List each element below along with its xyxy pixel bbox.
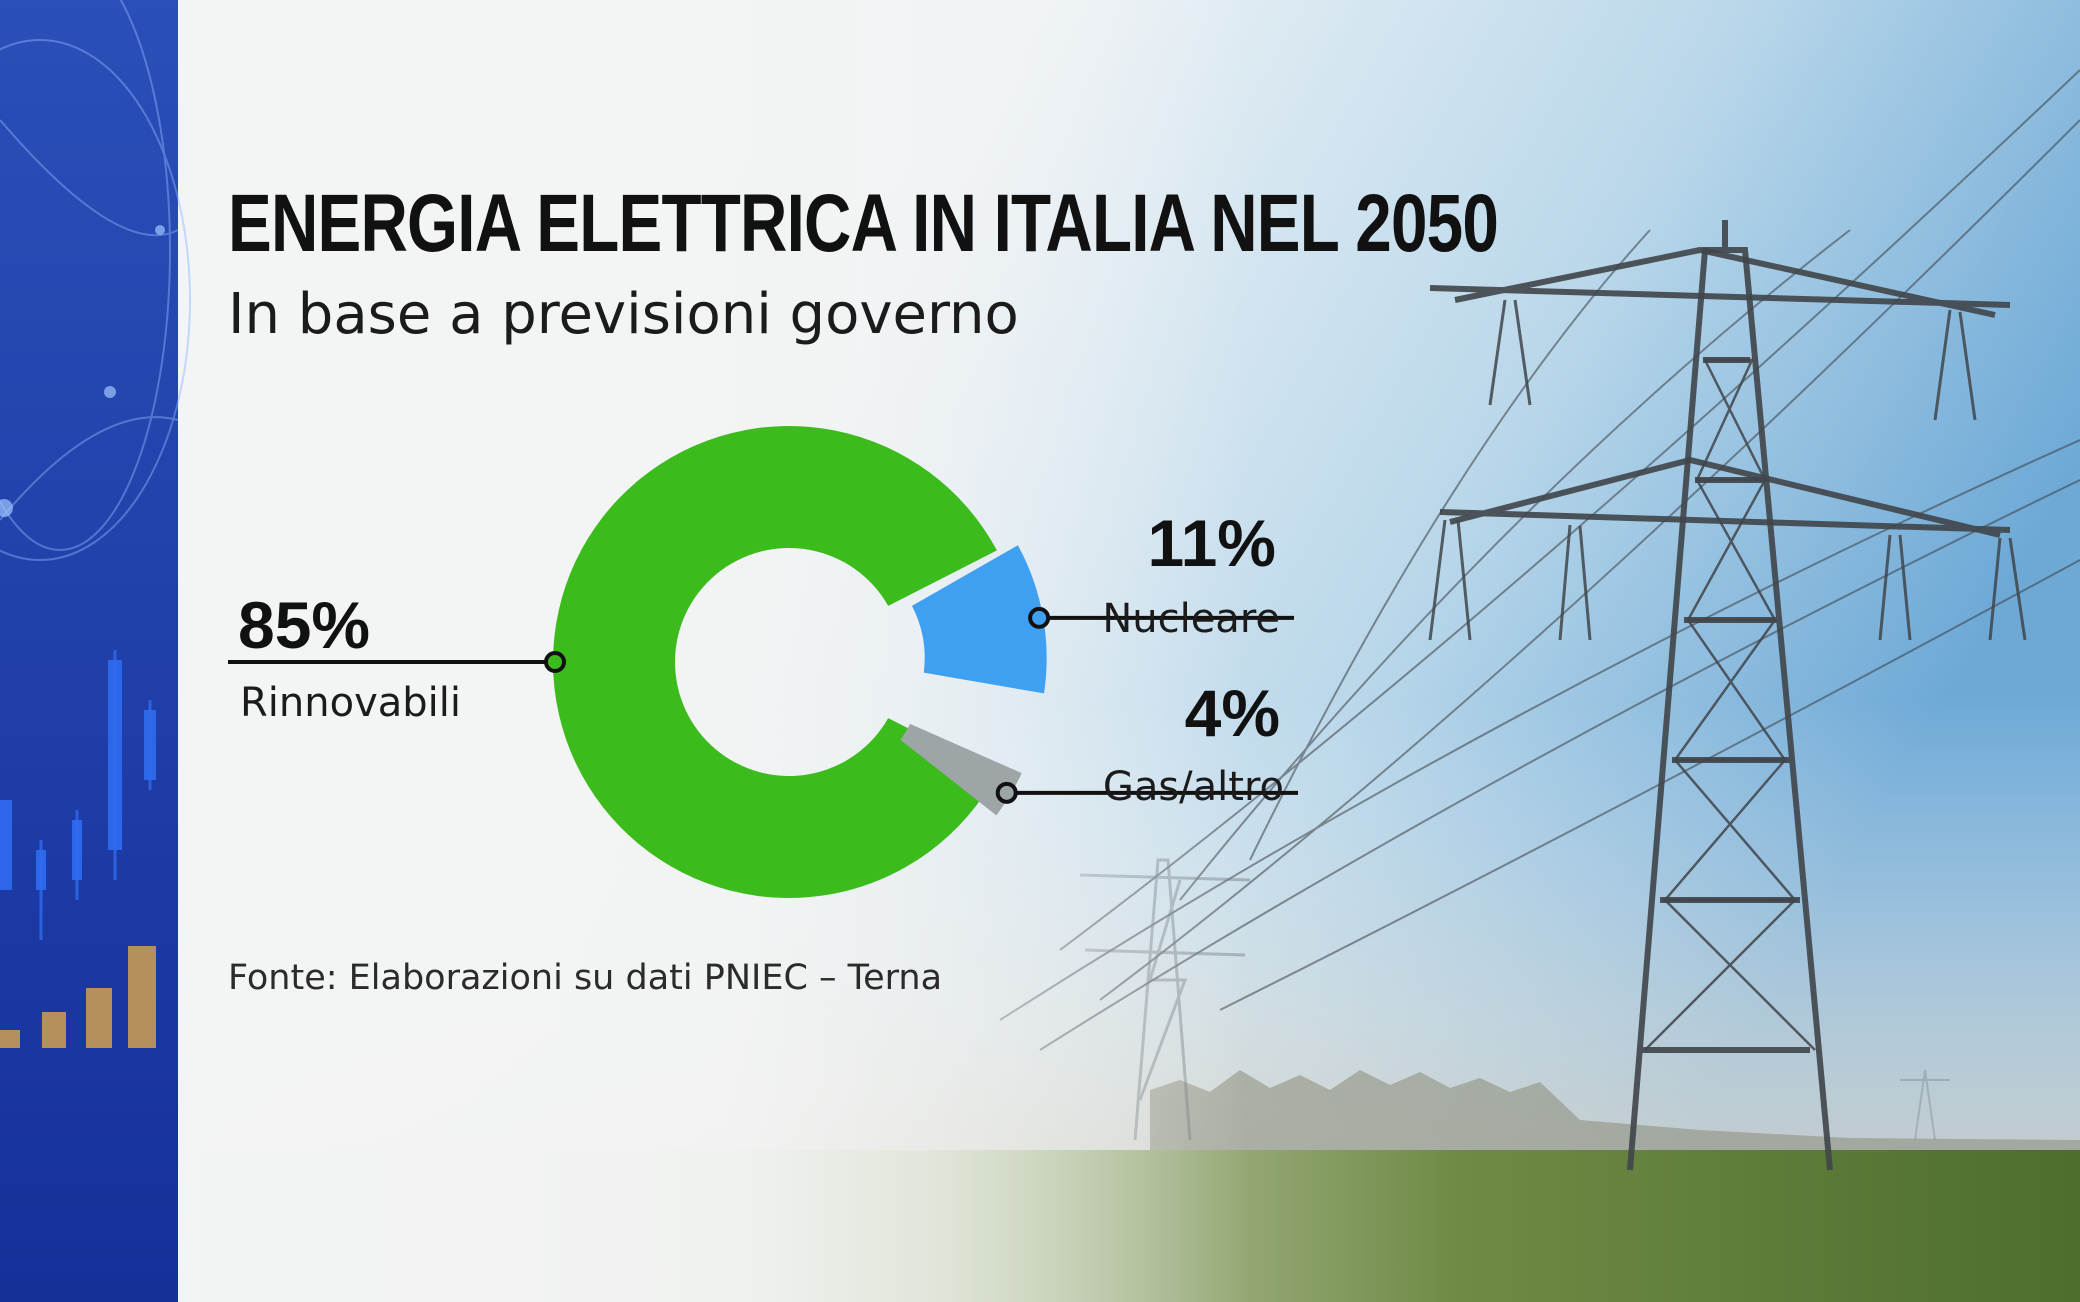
category-label: Nucleare [1102, 596, 1280, 642]
leader-dot [1028, 606, 1051, 629]
category-label: Rinnovabili [240, 680, 461, 726]
data-label-percent: 4% [1185, 676, 1280, 750]
leader-dot [995, 781, 1018, 804]
chart-subtitle: In base a previsioni governo [228, 282, 1019, 347]
data-label-percent: 85% [238, 588, 370, 662]
data-label-percent: 11% [1148, 506, 1276, 580]
chart-title: ENERGIA ELETTRICA IN ITALIA NEL 2050 [228, 178, 1499, 269]
category-label: Gas/altro [1103, 764, 1284, 810]
donut-slice-gas-altro [900, 723, 1022, 816]
source-note: Fonte: Elaborazioni su dati PNIEC – Tern… [228, 958, 943, 998]
donut-slice-nucleare [911, 545, 1047, 694]
leader-dot [544, 651, 566, 673]
donut-slice-rinnovabili [552, 426, 997, 898]
